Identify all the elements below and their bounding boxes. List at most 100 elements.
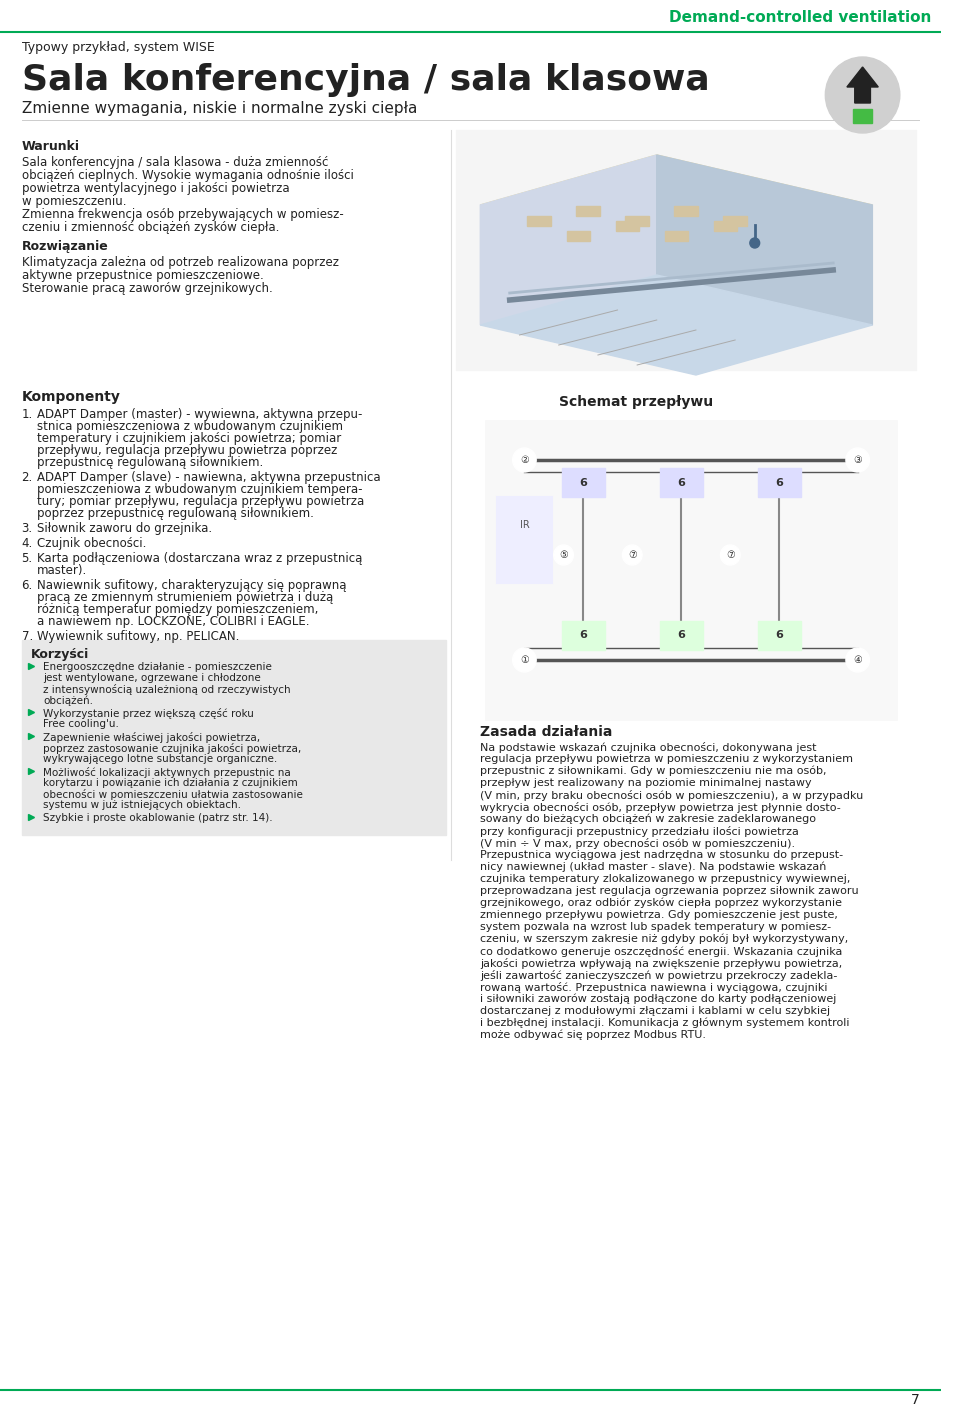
Polygon shape <box>480 275 873 375</box>
Text: czujnika temperatury zlokalizowanego w przepustnicy wywiewnej,: czujnika temperatury zlokalizowanego w p… <box>480 874 851 884</box>
Text: przepustnicę regulowaną siłownikiem.: przepustnicę regulowaną siłownikiem. <box>37 455 263 470</box>
Text: regulacja przepływu powietrza w pomieszczeniu z wykorzystaniem: regulacja przepływu powietrza w pomieszc… <box>480 754 853 764</box>
Text: Demand-controlled ventilation: Demand-controlled ventilation <box>669 10 931 25</box>
Text: Zmienne wymagania, niskie i normalne zyski ciepła: Zmienne wymagania, niskie i normalne zys… <box>21 100 417 116</box>
Text: 5.: 5. <box>21 551 33 565</box>
Polygon shape <box>657 155 873 324</box>
FancyBboxPatch shape <box>456 130 917 369</box>
Text: Możliwość lokalizacji aktywnych przepustnic na: Możliwość lokalizacji aktywnych przepust… <box>43 767 291 778</box>
Text: 4.: 4. <box>21 537 33 550</box>
Text: 6: 6 <box>776 630 783 640</box>
FancyBboxPatch shape <box>576 206 600 216</box>
Text: przepustnic z siłownikami. Gdy w pomieszczeniu nie ma osób,: przepustnic z siłownikami. Gdy w pomiesz… <box>480 766 827 777</box>
Text: co dodatkowo generuje oszczędność energii. Wskazania czujnika: co dodatkowo generuje oszczędność energi… <box>480 946 843 957</box>
Circle shape <box>826 56 900 133</box>
Text: Wykorzystanie przez większą część roku: Wykorzystanie przez większą część roku <box>43 708 254 719</box>
Text: Warunki: Warunki <box>21 140 80 154</box>
FancyBboxPatch shape <box>625 216 649 226</box>
Text: a nawiewem np. LOCKZONE, COLIBRI i EAGLE.: a nawiewem np. LOCKZONE, COLIBRI i EAGLE… <box>37 615 310 627</box>
Text: IR: IR <box>519 520 529 530</box>
Text: ⑦: ⑦ <box>726 550 734 560</box>
Text: Schemat przepływu: Schemat przepływu <box>559 395 713 409</box>
Text: temperatury i czujnikiem jakości powietrza; pomiar: temperatury i czujnikiem jakości powietr… <box>37 431 342 446</box>
Text: Typowy przykład, system WISE: Typowy przykład, system WISE <box>21 41 214 55</box>
Text: (V min, przy braku obecności osób w pomieszczeniu), a w przypadku: (V min, przy braku obecności osób w pomi… <box>480 790 864 801</box>
Text: Free cooling'u.: Free cooling'u. <box>43 719 119 729</box>
Text: Przepustnica wyciągowa jest nadrzędna w stosunku do przepust-: Przepustnica wyciągowa jest nadrzędna w … <box>480 850 844 860</box>
Text: przeprowadzana jest regulacja ogrzewania poprzez siłownik zaworu: przeprowadzana jest regulacja ogrzewania… <box>480 885 859 895</box>
Text: Klimatyzacja zależna od potrzeb realizowana poprzez: Klimatyzacja zależna od potrzeb realizow… <box>21 257 339 269</box>
Text: 2.: 2. <box>21 471 33 484</box>
Text: powietrza wentylacyjnego i jakości powietrza: powietrza wentylacyjnego i jakości powie… <box>21 182 289 195</box>
Text: ADAPT Damper (master) - wywiewna, aktywna przepu-: ADAPT Damper (master) - wywiewna, aktywn… <box>37 407 363 422</box>
Text: i siłowniki zaworów zostają podłączone do karty podłączeniowej: i siłowniki zaworów zostają podłączone d… <box>480 994 837 1004</box>
Text: Komponenty: Komponenty <box>21 391 120 405</box>
Circle shape <box>720 546 740 565</box>
FancyBboxPatch shape <box>21 640 446 835</box>
Text: ③: ③ <box>853 455 862 465</box>
FancyBboxPatch shape <box>713 221 737 231</box>
Text: Siłownik zaworu do grzejnika.: Siłownik zaworu do grzejnika. <box>37 522 212 534</box>
Text: różnicą temperatur pomiędzy pomieszczeniem,: różnicą temperatur pomiędzy pomieszczeni… <box>37 603 319 616</box>
Text: dostarczanej z modułowymi złączami i kablami w celu szybkiej: dostarczanej z modułowymi złączami i kab… <box>480 1005 830 1017</box>
Text: ①: ① <box>520 656 529 666</box>
Text: 6: 6 <box>776 478 783 488</box>
Text: obecności w pomieszczeniu ułatwia zastosowanie: obecności w pomieszczeniu ułatwia zastos… <box>43 790 303 799</box>
Text: ②: ② <box>520 455 529 465</box>
Text: system pozwala na wzrost lub spadek temperatury w pomiesz-: system pozwala na wzrost lub spadek temp… <box>480 922 831 932</box>
Text: 7: 7 <box>911 1393 920 1407</box>
Text: 6: 6 <box>579 630 588 640</box>
FancyBboxPatch shape <box>615 221 639 231</box>
FancyBboxPatch shape <box>852 109 873 123</box>
Text: w pomieszczeniu.: w pomieszczeniu. <box>21 195 126 209</box>
Text: aktywne przepustnice pomieszczeniowe.: aktywne przepustnice pomieszczeniowe. <box>21 269 263 282</box>
Text: Wywiewnik sufitowy, np. PELICAN.: Wywiewnik sufitowy, np. PELICAN. <box>37 630 240 643</box>
Text: systemu w już istniejących obiektach.: systemu w już istniejących obiektach. <box>43 799 241 809</box>
Text: i bezbłędnej instalacji. Komunikacja z głównym systemem kontroli: i bezbłędnej instalacji. Komunikacja z g… <box>480 1018 850 1028</box>
Text: poprzez przepustnicę regulowaną siłownikiem.: poprzez przepustnicę regulowaną siłownik… <box>37 508 314 520</box>
Text: jeśli zawartość zanieczyszczeń w powietrzu przekroczy zadekla-: jeśli zawartość zanieczyszczeń w powietr… <box>480 970 838 981</box>
Text: Sala konferencyjna / sala klasowa - duża zmienność: Sala konferencyjna / sala klasowa - duża… <box>21 157 328 169</box>
Text: obciążeń.: obciążeń. <box>43 695 93 705</box>
Text: 1.: 1. <box>21 407 33 422</box>
Text: 6: 6 <box>678 630 685 640</box>
FancyBboxPatch shape <box>566 231 590 241</box>
Circle shape <box>554 546 573 565</box>
Text: jest wentylowane, ogrzewane i chłodzone: jest wentylowane, ogrzewane i chłodzone <box>43 673 261 682</box>
Text: czeniu, w szerszym zakresie niż gdyby pokój był wykorzystywany,: czeniu, w szerszym zakresie niż gdyby po… <box>480 933 849 945</box>
Text: Sala konferencyjna / sala klasowa: Sala konferencyjna / sala klasowa <box>21 63 709 97</box>
Text: ④: ④ <box>853 656 862 666</box>
Text: nicy nawiewnej (układ master - slave). Na podstawie wskazań: nicy nawiewnej (układ master - slave). N… <box>480 862 827 873</box>
FancyBboxPatch shape <box>757 468 801 496</box>
Text: ⑦: ⑦ <box>628 550 636 560</box>
Text: grzejnikowego, oraz odbiór zysków ciepła poprzez wykorzystanie: grzejnikowego, oraz odbiór zysków ciepła… <box>480 898 842 908</box>
Text: 6: 6 <box>678 478 685 488</box>
Polygon shape <box>480 155 873 255</box>
Text: ADAPT Damper (slave) - nawiewna, aktywna przepustnica: ADAPT Damper (slave) - nawiewna, aktywna… <box>37 471 381 484</box>
Text: 6.: 6. <box>21 580 33 592</box>
Polygon shape <box>847 68 878 103</box>
Text: (V min ÷ V max, przy obecności osób w pomieszczeniu).: (V min ÷ V max, przy obecności osób w po… <box>480 838 796 849</box>
Text: stnica pomieszczeniowa z wbudowanym czujnikiem: stnica pomieszczeniowa z wbudowanym czuj… <box>37 420 344 433</box>
Text: tury; pomiar przepływu, regulacja przepływu powietrza: tury; pomiar przepływu, regulacja przepł… <box>37 495 365 508</box>
Text: ⑤: ⑤ <box>560 550 568 560</box>
Text: jakości powietrza wpływają na zwiększenie przepływu powietrza,: jakości powietrza wpływają na zwiększeni… <box>480 957 843 969</box>
Text: master).: master). <box>37 564 87 577</box>
Polygon shape <box>480 155 657 324</box>
FancyBboxPatch shape <box>562 468 605 496</box>
Text: Zasada działania: Zasada działania <box>480 725 612 739</box>
Text: Sterowanie pracą zaworów grzejnikowych.: Sterowanie pracą zaworów grzejnikowych. <box>21 282 273 295</box>
Text: pracą ze zmiennym strumieniem powietrza i dużą: pracą ze zmiennym strumieniem powietrza … <box>37 591 333 603</box>
Text: Korzyści: Korzyści <box>32 649 89 661</box>
Circle shape <box>513 448 537 472</box>
Circle shape <box>513 649 537 673</box>
FancyBboxPatch shape <box>497 496 552 582</box>
FancyBboxPatch shape <box>664 231 688 241</box>
Text: obciążeń cieplnych. Wysokie wymagania odnośnie ilości: obciążeń cieplnych. Wysokie wymagania od… <box>21 169 353 182</box>
Text: wykrycia obecności osób, przepływ powietrza jest płynnie dosto-: wykrycia obecności osób, przepływ powiet… <box>480 802 841 814</box>
Text: wykrywającego lotne substancje organiczne.: wykrywającego lotne substancje organiczn… <box>43 754 277 764</box>
Circle shape <box>750 238 759 248</box>
Circle shape <box>846 649 870 673</box>
Text: przepływu, regulacja przepływu powietrza poprzez: przepływu, regulacja przepływu powietrza… <box>37 444 338 457</box>
Text: Rozwiązanie: Rozwiązanie <box>21 240 108 252</box>
